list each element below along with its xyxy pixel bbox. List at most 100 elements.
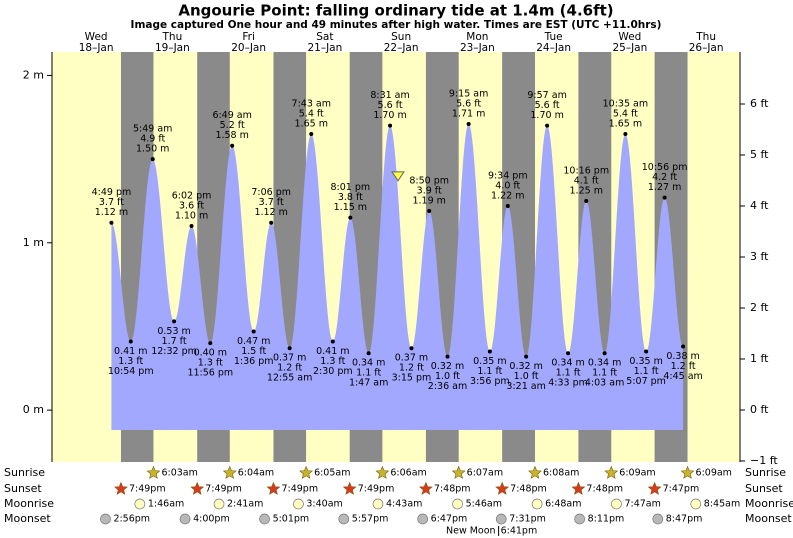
day-weekday: Sun (391, 31, 411, 43)
moonrise-icon (213, 498, 225, 510)
tide-label: 9:57 am (527, 90, 566, 101)
tide-label: 1.10 m (175, 211, 208, 222)
sunset-label: 7:49pm (281, 484, 318, 495)
tide-label: 4:49 pm (92, 187, 132, 198)
tide-label: 1.27 m (648, 182, 681, 193)
moonrise-icon (293, 498, 304, 510)
tide-label: 9:15 am (449, 88, 488, 99)
tide-label: 1.3 ft (198, 358, 223, 369)
tide-label: 0.41 m (316, 346, 349, 357)
tide-point (150, 157, 155, 162)
tide-label: 1.1 ft (356, 368, 381, 379)
moonrise-label: 6:48am (545, 499, 581, 510)
tide-area (111, 123, 684, 431)
day-weekday: Sat (316, 31, 333, 43)
tide-label: 3.6 ft (179, 201, 204, 212)
tide-label: 5.6 ft (456, 98, 481, 109)
new-moon-time: 6:41pm (501, 526, 538, 537)
tide-label: 5.4 ft (613, 109, 638, 120)
sunrise-icon (680, 465, 695, 479)
tide-label: 0.40 m (194, 348, 227, 359)
moonset-icon (100, 513, 111, 525)
tide-label: 0.37 m (395, 353, 428, 364)
chart-subtitle: Image captured One hour and 49 minutes a… (131, 19, 662, 31)
row-label: Moonset (745, 512, 792, 525)
tide-label: 4.1 ft (574, 175, 599, 186)
tide-point (487, 349, 492, 354)
moonset-label: 2:56pm (113, 514, 150, 525)
sunrise-icon (375, 465, 390, 479)
new-moon-label: New Moon (446, 526, 496, 537)
tide-label: 3:21 am (506, 381, 545, 392)
tide-label: 1.22 m (491, 190, 524, 201)
tide-label: 4:33 pm (548, 378, 588, 389)
tide-label: 8:31 am (370, 90, 409, 101)
tide-label: 3.7 ft (259, 197, 284, 208)
tide-point (172, 319, 177, 324)
tide-label: 1.65 m (609, 119, 642, 130)
tide-label: 1.1 ft (477, 366, 502, 377)
tide-label: 0.32 m (509, 361, 542, 372)
sunrise-label: 6:08am (543, 468, 579, 479)
tide-label: 0.38 m (666, 351, 699, 362)
row-label: Moonrise (745, 497, 793, 510)
tide-label: 10:56 pm (642, 162, 688, 173)
tide-label: 3.7 ft (99, 197, 124, 208)
tide-label: 0.35 m (629, 356, 662, 367)
tide-point (109, 220, 114, 225)
tide-label: 10:16 pm (563, 165, 609, 176)
tide-point (427, 208, 432, 213)
day-date: 26–Jan (689, 42, 724, 54)
tide-label: 9:34 pm (488, 170, 528, 181)
tide-point (287, 346, 292, 351)
day-weekday: Wed (618, 31, 641, 43)
sunset-icon (190, 481, 205, 495)
tide-label: 1.2 ft (277, 363, 302, 374)
tide-label: 6:02 pm (172, 191, 212, 202)
tide-label: 1.7 ft (162, 336, 187, 347)
sunset-icon (647, 481, 662, 495)
moonset-label: 8:11pm (588, 514, 625, 525)
tide-label: 0.47 m (237, 336, 270, 347)
tide-label: 1.58 m (215, 130, 248, 141)
y2-tick-label: 5 ft (750, 148, 769, 161)
sunrise-label: 6:05am (314, 468, 350, 479)
moonset-icon (259, 513, 270, 525)
tide-point (602, 351, 607, 356)
chart-title: Angourie Point: falling ordinary tide at… (178, 2, 613, 20)
tide-label: 5.6 ft (378, 100, 403, 111)
tide-label: 1.2 ft (399, 363, 424, 374)
tide-point (309, 132, 314, 136)
sunrise-icon (528, 465, 542, 479)
tide-point (330, 339, 335, 344)
tide-label: 0.34 m (352, 358, 385, 369)
moonset-icon (574, 513, 585, 525)
y2-tick-label: −1 ft (750, 454, 778, 467)
tide-label: 1.70 m (530, 110, 563, 121)
tide-label: 0.34 m (588, 358, 621, 369)
tide-point (584, 198, 589, 203)
tide-label: 7:06 pm (251, 187, 291, 198)
tide-label: 12:55 am (267, 373, 312, 384)
sunrise-label: 6:07am (467, 468, 503, 479)
moonrise-label: 5:46am (466, 499, 502, 510)
tide-label: 2:36 am (428, 381, 467, 392)
moonset-label: 5:57pm (352, 514, 389, 525)
sunrise-label: 6:09am (696, 468, 732, 479)
tide-point (662, 195, 667, 200)
tide-label: 1.5 ft (241, 346, 266, 357)
tide-label: 5.4 ft (299, 109, 324, 120)
sunset-icon (266, 481, 281, 495)
row-label: Sunset (745, 482, 783, 495)
y2-tick-label: 3 ft (750, 250, 769, 263)
moonset-label: 7:31pm (509, 514, 546, 525)
tide-point (128, 339, 133, 344)
moonset-label: 6:47pm (431, 514, 468, 525)
y-tick-label: 1 m (23, 236, 44, 249)
tide-point (230, 143, 235, 148)
sunset-label: 7:47pm (663, 484, 700, 495)
moonset-label: 4:00pm (193, 514, 230, 525)
tide-label: 0.37 m (273, 353, 306, 364)
tide-label: 3:56 pm (470, 376, 510, 387)
